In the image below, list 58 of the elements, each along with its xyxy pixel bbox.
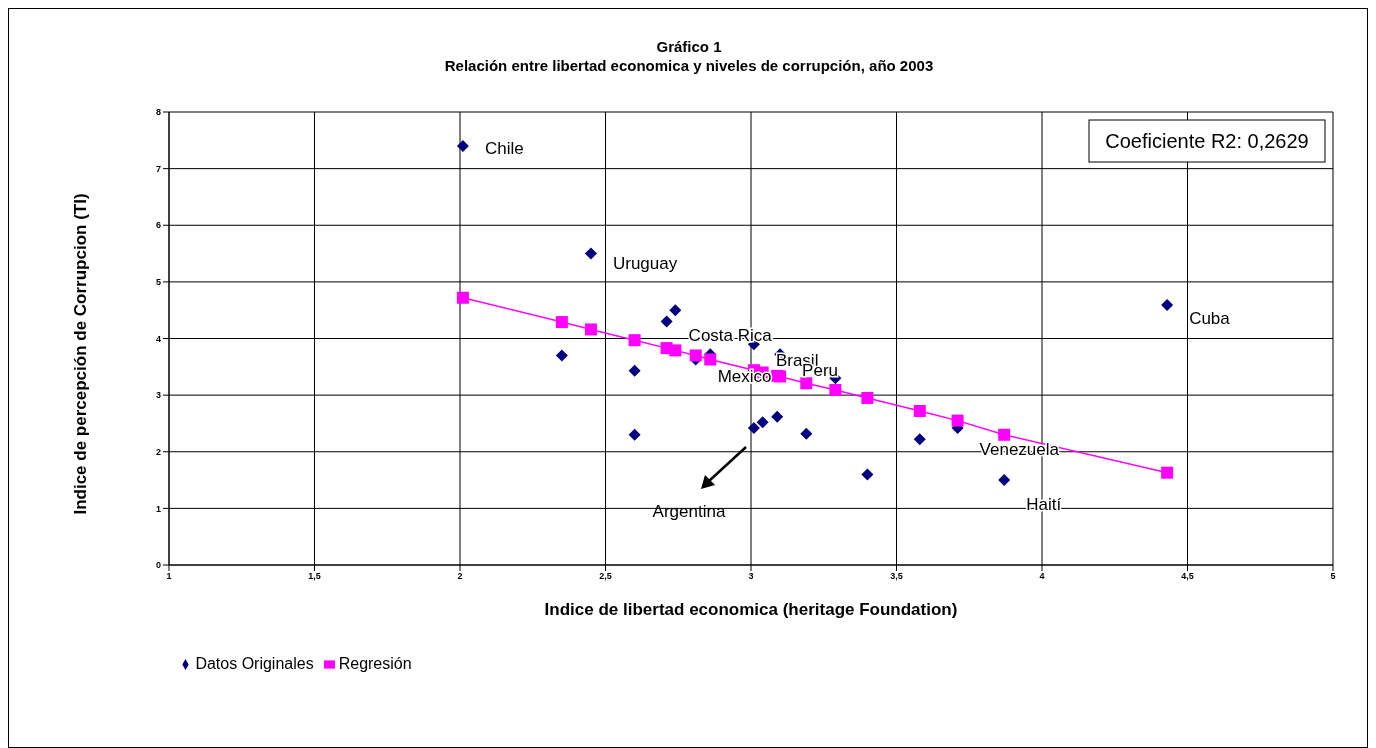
point <box>747 421 760 434</box>
point <box>628 334 641 347</box>
point <box>913 433 926 446</box>
point <box>800 427 813 440</box>
x-tick-label: 3 <box>748 571 754 582</box>
point <box>456 139 469 152</box>
annotation: Cuba <box>1189 308 1231 328</box>
x-tick-label: 1 <box>166 571 172 582</box>
annotation: Chile <box>484 139 524 159</box>
point <box>800 377 813 390</box>
chart-subtitle: Relación entre libertad economica y niveles de corrupción, año 2003 <box>443 56 935 75</box>
point <box>456 291 469 304</box>
point <box>628 428 641 441</box>
x-axis-title: Indice de libertad economica (heritage Foundation) <box>544 600 958 619</box>
point <box>628 364 641 377</box>
annotation: Coeficiente R2: 0,2629 <box>1105 130 1309 152</box>
x-tick-label: 3,5 <box>890 571 903 582</box>
point <box>771 410 784 423</box>
annotation: Uruguay <box>612 253 678 273</box>
point <box>660 315 673 328</box>
y-tick-label: 1 <box>155 503 161 514</box>
y-tick-label: 8 <box>155 107 161 118</box>
legend-label: Regresión <box>338 655 412 672</box>
x-tick-label: 2 <box>457 571 463 582</box>
point <box>555 349 568 362</box>
legend-label: Datos Originales <box>195 655 314 672</box>
point <box>829 384 842 397</box>
point <box>861 391 874 404</box>
point <box>704 353 717 366</box>
point <box>669 344 682 357</box>
x-tick-label: 2,5 <box>599 571 612 582</box>
point <box>584 247 597 260</box>
point <box>584 323 597 336</box>
x-tick-label: 1,5 <box>308 571 321 582</box>
chart-title: Gráfico 1 <box>655 37 723 56</box>
y-tick-label: 5 <box>155 277 161 288</box>
point <box>861 468 874 481</box>
point <box>669 304 682 317</box>
y-tick-label: 7 <box>155 163 161 174</box>
x-tick-label: 4,5 <box>1181 571 1194 582</box>
point <box>555 316 568 329</box>
x-tick-label: 5 <box>1330 571 1336 582</box>
point <box>756 416 769 429</box>
y-tick-label: 3 <box>155 390 161 401</box>
point <box>1161 299 1174 312</box>
x-tick-label: 4 <box>1039 571 1045 582</box>
point <box>689 349 702 362</box>
y-tick-label: 2 <box>155 446 161 457</box>
point <box>998 428 1011 441</box>
y-axis-title: Indice de percepción de Corrupcion (TI) <box>70 191 91 517</box>
point <box>913 404 926 417</box>
y-tick-label: 6 <box>155 220 161 231</box>
point <box>951 414 964 427</box>
point <box>1161 466 1174 479</box>
point <box>998 474 1011 487</box>
y-tick-label: 4 <box>155 333 161 344</box>
annotation: Mexico <box>717 366 772 386</box>
y-tick-label: 0 <box>155 560 161 571</box>
